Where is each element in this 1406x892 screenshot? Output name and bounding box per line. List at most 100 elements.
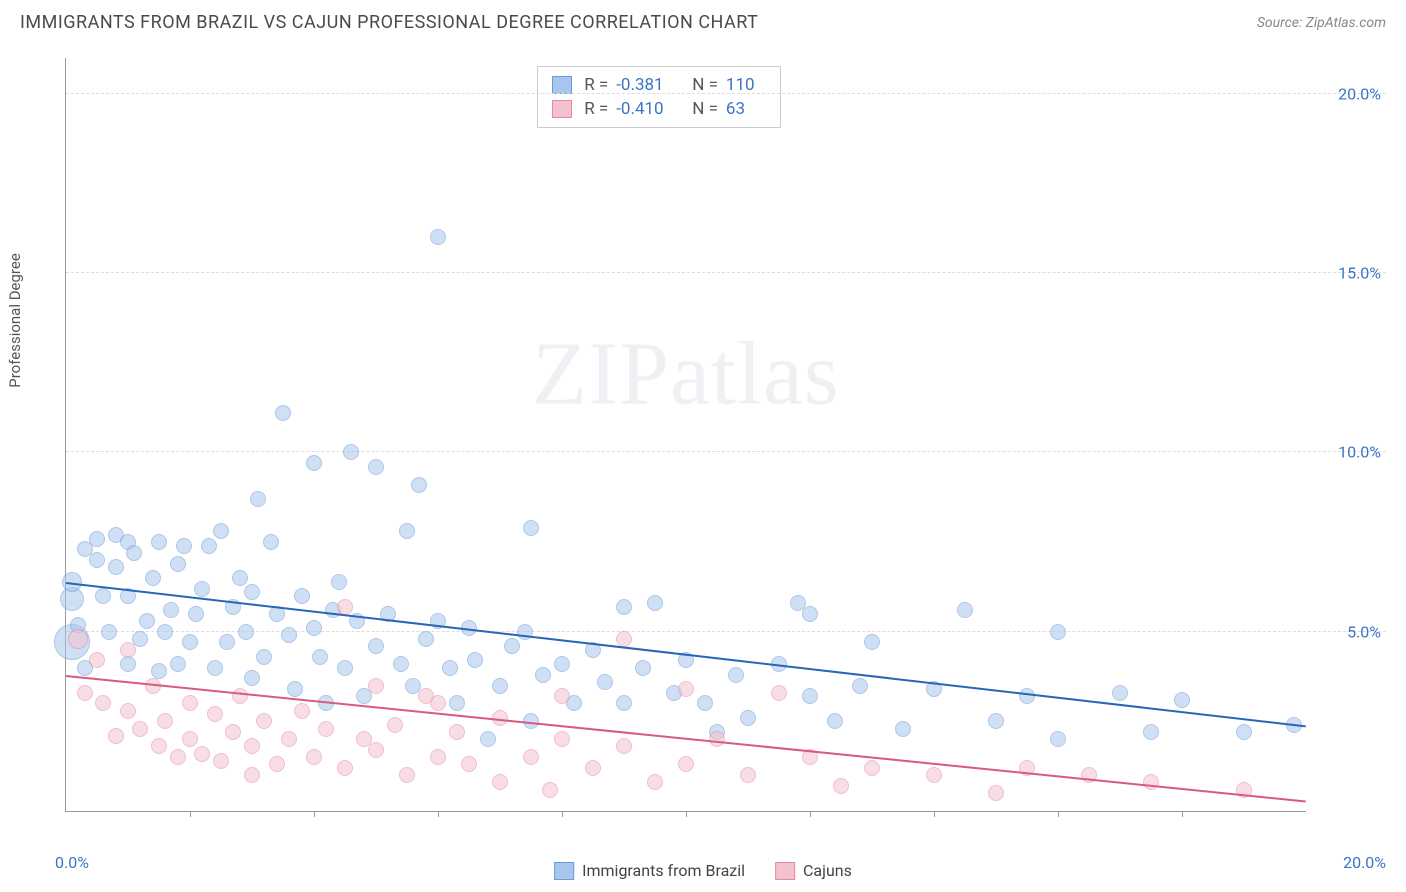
legend-item: Cajuns bbox=[775, 861, 852, 880]
scatter-point bbox=[207, 706, 223, 722]
scatter-point bbox=[89, 652, 105, 668]
scatter-point bbox=[802, 688, 818, 704]
scatter-point bbox=[77, 685, 93, 701]
scatter-point bbox=[678, 681, 694, 697]
n-value: 63 bbox=[726, 99, 766, 119]
y-tick-label: 20.0% bbox=[1338, 84, 1381, 103]
scatter-point bbox=[492, 774, 508, 790]
n-label: N = bbox=[692, 99, 718, 119]
scatter-point bbox=[120, 642, 136, 658]
scatter-point bbox=[399, 523, 415, 539]
x-minor-tick bbox=[686, 811, 687, 817]
scatter-point bbox=[120, 656, 136, 672]
scatter-point bbox=[523, 749, 539, 765]
scatter-point bbox=[256, 713, 272, 729]
chart-container: Professional Degree ZIPatlas R =-0.381N … bbox=[50, 50, 1386, 842]
scatter-point bbox=[170, 656, 186, 672]
y-tick-label: 5.0% bbox=[1347, 622, 1381, 641]
scatter-point bbox=[294, 703, 310, 719]
scatter-point bbox=[709, 731, 725, 747]
scatter-point bbox=[1143, 774, 1159, 790]
scatter-point bbox=[207, 660, 223, 676]
chart-source: Source: ZipAtlas.com bbox=[1257, 15, 1386, 31]
scatter-point bbox=[343, 444, 359, 460]
scatter-point bbox=[151, 534, 167, 550]
scatter-point bbox=[306, 620, 322, 636]
scatter-point bbox=[430, 749, 446, 765]
scatter-point bbox=[411, 477, 427, 493]
scatter-point bbox=[337, 599, 353, 615]
scatter-point bbox=[68, 629, 88, 649]
watermark: ZIPatlas bbox=[532, 323, 840, 426]
scatter-point bbox=[895, 721, 911, 737]
scatter-point bbox=[728, 667, 744, 683]
scatter-point bbox=[232, 570, 248, 586]
scatter-point bbox=[157, 624, 173, 640]
scatter-point bbox=[219, 634, 235, 650]
y-tick-label: 15.0% bbox=[1338, 264, 1381, 283]
scatter-point bbox=[95, 588, 111, 604]
scatter-point bbox=[182, 634, 198, 650]
scatter-point bbox=[554, 656, 570, 672]
scatter-point bbox=[504, 638, 520, 654]
scatter-point bbox=[740, 767, 756, 783]
x-axis-min: 0.0% bbox=[55, 853, 89, 872]
scatter-point bbox=[275, 405, 291, 421]
x-minor-tick bbox=[1182, 811, 1183, 817]
legend-swatch bbox=[554, 862, 574, 880]
scatter-point bbox=[281, 627, 297, 643]
scatter-point bbox=[399, 767, 415, 783]
scatter-point bbox=[616, 631, 632, 647]
scatter-point bbox=[1143, 724, 1159, 740]
scatter-point bbox=[126, 545, 142, 561]
scatter-point bbox=[554, 688, 570, 704]
gridline bbox=[66, 272, 1386, 273]
scatter-point bbox=[852, 678, 868, 694]
y-axis-label: Professional Degree bbox=[6, 253, 24, 388]
x-minor-tick bbox=[1058, 811, 1059, 817]
scatter-point bbox=[194, 581, 210, 597]
scatter-point bbox=[139, 613, 155, 629]
scatter-point bbox=[740, 710, 756, 726]
series-legend: Immigrants from BrazilCajuns bbox=[554, 861, 852, 880]
scatter-point bbox=[442, 660, 458, 676]
x-axis-max: 20.0% bbox=[1343, 853, 1386, 872]
scatter-point bbox=[201, 538, 217, 554]
scatter-point bbox=[957, 602, 973, 618]
scatter-point bbox=[697, 695, 713, 711]
scatter-point bbox=[802, 606, 818, 622]
scatter-point bbox=[182, 695, 198, 711]
scatter-point bbox=[647, 595, 663, 611]
scatter-point bbox=[1050, 731, 1066, 747]
scatter-point bbox=[387, 717, 403, 733]
stats-legend: R =-0.381N =110R =-0.410N =63 bbox=[537, 66, 781, 128]
scatter-point bbox=[492, 678, 508, 694]
scatter-point bbox=[597, 674, 613, 690]
scatter-point bbox=[170, 749, 186, 765]
scatter-point bbox=[108, 559, 124, 575]
scatter-point bbox=[306, 455, 322, 471]
gridline bbox=[66, 631, 1386, 632]
scatter-point bbox=[449, 695, 465, 711]
scatter-point bbox=[269, 756, 285, 772]
scatter-point bbox=[281, 731, 297, 747]
chart-header: IMMIGRANTS FROM BRAZIL VS CAJUN PROFESSI… bbox=[0, 0, 1406, 41]
scatter-point bbox=[480, 731, 496, 747]
scatter-point bbox=[1174, 692, 1190, 708]
scatter-point bbox=[368, 459, 384, 475]
r-label: R = bbox=[584, 99, 608, 119]
scatter-point bbox=[771, 685, 787, 701]
scatter-point bbox=[151, 738, 167, 754]
scatter-point bbox=[232, 688, 248, 704]
scatter-point bbox=[306, 749, 322, 765]
scatter-point bbox=[120, 703, 136, 719]
scatter-point bbox=[616, 695, 632, 711]
scatter-point bbox=[318, 721, 334, 737]
scatter-point bbox=[368, 638, 384, 654]
scatter-point bbox=[213, 523, 229, 539]
x-minor-tick bbox=[438, 811, 439, 817]
x-minor-tick bbox=[810, 811, 811, 817]
scatter-point bbox=[616, 738, 632, 754]
scatter-point bbox=[250, 491, 266, 507]
scatter-point bbox=[449, 724, 465, 740]
